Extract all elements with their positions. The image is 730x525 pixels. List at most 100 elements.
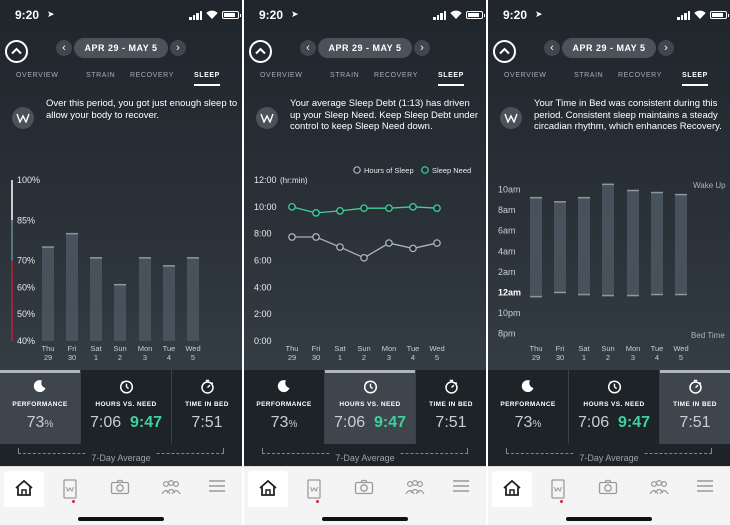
time-in-bed-value: 7:51 [679,414,711,431]
time-in-bed-stat[interactable]: TIME IN BED 7:51 [172,370,242,444]
previous-week-button[interactable]: ‹ [544,40,560,56]
insight-text: Over this period, you got just enough sl… [46,98,238,121]
chevron-left-icon: ‹ [306,42,310,54]
divider [171,370,172,444]
tab-recovery[interactable]: RECOVERY [130,72,174,79]
seven-day-average-label: 7-Day Average [331,453,399,463]
status-time: 9:20 [15,8,40,22]
collapse-button[interactable] [493,40,516,63]
nav-home-button[interactable] [492,471,532,507]
y-tick-label: 10pm [498,308,521,318]
timer-icon [172,379,242,399]
y-tick-label: 10:00 [254,202,277,212]
tab-sleep[interactable]: SLEEP [682,72,708,86]
x-tick-label: Sun [113,344,126,353]
x-tick-label: 4 [411,353,415,362]
nav-menu-button[interactable] [198,471,238,507]
nav-menu-button[interactable] [686,471,726,507]
timer-icon [416,379,486,399]
nav-whoop-button[interactable] [540,471,580,507]
tab-strain[interactable]: STRAIN [330,72,360,79]
date-range-label[interactable]: APR 29 - MAY 5 [562,38,656,58]
y-tick-label: 8am [498,205,516,215]
seven-day-average-row: 7-Day Average [0,444,242,466]
chevron-right-icon: › [420,42,424,54]
time-in-bed-bar [554,201,566,293]
nav-community-button[interactable] [638,471,678,507]
tab-sleep[interactable]: SLEEP [194,72,220,86]
time-in-bed-stat[interactable]: TIME IN BED 7:51 [660,370,730,444]
next-week-button[interactable]: › [170,40,186,56]
bottom-nav [0,466,242,525]
previous-week-button[interactable]: ‹ [56,40,72,56]
date-range-selector: ‹ APR 29 - MAY 5 › [56,38,186,58]
x-tick-label: 29 [288,353,296,362]
whoop-icon [307,479,321,499]
hours-vs-need-stat[interactable]: HOURS VS. NEED 7:06 9:47 [81,370,171,444]
tab-overview[interactable]: OVERVIEW [260,72,303,79]
previous-week-button[interactable]: ‹ [300,40,316,56]
home-indicator [322,517,408,521]
nav-whoop-button[interactable] [296,471,336,507]
y-tick-label: 2:00 [254,309,272,319]
next-week-button[interactable]: › [658,40,674,56]
nav-camera-button[interactable] [588,471,628,507]
stopwatch-icon [569,379,659,399]
nav-camera-button[interactable] [100,471,140,507]
tab-strain[interactable]: STRAIN [86,72,116,79]
date-range-selector: ‹ APR 29 - MAY 5 › [300,38,430,58]
date-range-label[interactable]: APR 29 - MAY 5 [74,38,168,58]
chevron-up-icon [255,47,266,55]
camera-icon [354,479,374,495]
x-tick-label: 2 [118,353,122,362]
time-in-bed-range-chart: 10am 8am 6am 4am 2am 12am 10pm 8pm Wake Up Bed Ti… [498,181,726,362]
nav-whoop-button[interactable] [52,471,92,507]
sleep-need-point [360,204,368,213]
x-tick-label: 4 [167,353,171,362]
menu-icon [209,480,225,492]
tab-strain[interactable]: STRAIN [574,72,604,79]
performance-stat[interactable]: PERFORMANCE 73% [244,370,324,444]
hours-vs-need-value: 7:06 9:47 [333,414,407,431]
tab-recovery[interactable]: RECOVERY [374,72,418,79]
date-range-label[interactable]: APR 29 - MAY 5 [318,38,412,58]
hours-of-sleep-point [336,243,344,251]
x-tick-label: 3 [631,353,635,362]
signal-icon [189,10,203,20]
x-tick-label: Thu [42,344,55,353]
hours-vs-need-stat[interactable]: HOURS VS. NEED 7:06 9:47 [569,370,659,444]
notification-dot [560,500,563,503]
hours-vs-need-stat[interactable]: HOURS VS. NEED 7:06 9:47 [325,370,415,444]
chevron-right-icon: › [176,42,180,54]
stopwatch-icon [81,379,171,399]
collapse-button[interactable] [5,40,28,63]
nav-menu-button[interactable] [442,471,482,507]
nav-community-button[interactable] [394,471,434,507]
tab-overview[interactable]: OVERVIEW [16,72,59,79]
collapse-button[interactable] [249,40,272,63]
sleep-need-point [409,202,417,211]
menu-icon [453,480,469,492]
performance-value: 73% [26,414,54,431]
tab-recovery[interactable]: RECOVERY [618,72,662,79]
y-tick-label: 60% [17,282,35,292]
chevron-up-icon [11,47,22,55]
tab-sleep[interactable]: SLEEP [438,72,464,86]
x-tick-label: Thu [286,344,299,353]
y-tick-label: 8:00 [254,229,272,239]
performance-stat[interactable]: PERFORMANCE 73% [488,370,568,444]
next-week-button[interactable]: › [414,40,430,56]
tab-overview[interactable]: OVERVIEW [504,72,547,79]
performance-stat[interactable]: PERFORMANCE 73% [0,370,80,444]
seven-day-average-row: 7-Day Average [244,444,486,466]
legend-need-marker [421,166,429,174]
nav-home-button[interactable] [4,471,44,507]
nav-camera-button[interactable] [344,471,384,507]
nav-community-button[interactable] [150,471,190,507]
wifi-icon [206,10,218,19]
y-tick-label: 0:00 [254,336,272,346]
nav-home-button[interactable] [248,471,288,507]
time-in-bed-stat[interactable]: TIME IN BED 7:51 [416,370,486,444]
bed-time-annotation: Bed Time [691,331,725,340]
x-tick-label: Wed [429,344,444,353]
